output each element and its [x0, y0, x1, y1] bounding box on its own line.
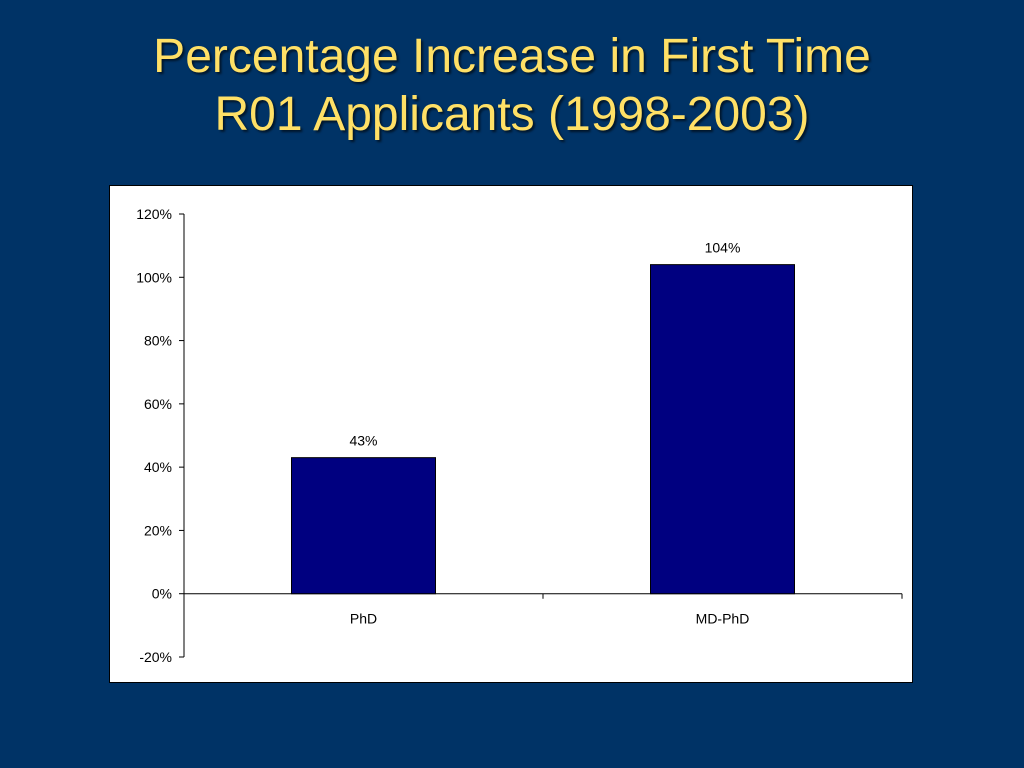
chart-panel: -20% 0% 20% 40% 60% 80% 100% 120% 43% PhD 104% MD-P…: [109, 185, 913, 683]
slide-title: Percentage Increase in First Time R01 Ap…: [0, 28, 1024, 144]
y-tick-label: 0%: [152, 586, 172, 602]
y-tick-label: -20%: [139, 649, 172, 665]
bar-md-phd: [650, 264, 795, 595]
bar-chart: -20% 0% 20% 40% 60% 80% 100% 120% 43% PhD 104% MD-P…: [136, 206, 903, 665]
slide-title-line-2: R01 Applicants (1998-2003): [214, 88, 810, 141]
x-category-label: PhD: [350, 611, 377, 627]
slide-title-line-1: Percentage Increase in First Time: [153, 30, 871, 83]
y-tick-label: 20%: [144, 522, 172, 538]
bar-phd: [291, 457, 436, 595]
y-tick-label: 80%: [144, 333, 172, 349]
y-tick-label: 60%: [144, 396, 172, 412]
data-label: 104%: [705, 240, 741, 256]
y-tick-label: 100%: [136, 269, 172, 285]
data-label: 43%: [349, 433, 377, 449]
x-category-label: MD-PhD: [696, 611, 750, 627]
y-tick-label: 120%: [136, 206, 172, 222]
y-tick-label: 40%: [144, 459, 172, 475]
